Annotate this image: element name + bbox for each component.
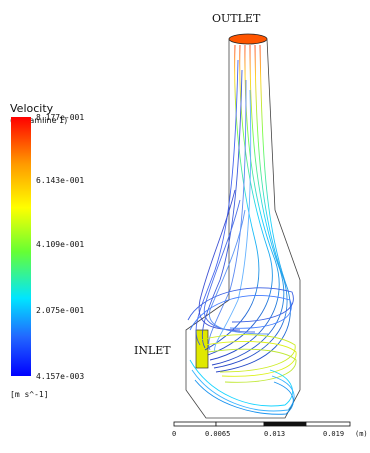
legend-tick-3: 4.109e-001	[36, 240, 85, 249]
scale-tick-2: 0.013	[264, 430, 286, 438]
legend-tick-min: 4.157e-003	[36, 372, 85, 381]
legend-tick-max: 8.177e-001	[36, 113, 85, 122]
legend-tick-4: 2.075e-001	[36, 306, 85, 315]
scale-tick-1: 0.0065	[205, 430, 231, 438]
inlet-opening	[195, 329, 209, 369]
legend-title: Velocity	[10, 102, 54, 115]
outlet-label: OUTLET	[212, 12, 261, 25]
domain-outline	[185, 38, 301, 419]
scale-tick-3: 0.019	[323, 430, 345, 438]
outlet-opening	[228, 33, 268, 45]
legend-subtitle: (Streamline 1)	[10, 116, 68, 125]
colorbar	[11, 117, 31, 376]
streamlines	[187, 44, 297, 415]
legend-units: [m s^-1]	[10, 390, 49, 399]
scale-bar	[173, 421, 351, 427]
inlet-label: INLET	[134, 344, 171, 357]
legend-tick-2: 6.143e-001	[36, 176, 85, 185]
scale-unit: (m)	[355, 430, 368, 438]
scale-tick-0: 0	[172, 430, 177, 438]
